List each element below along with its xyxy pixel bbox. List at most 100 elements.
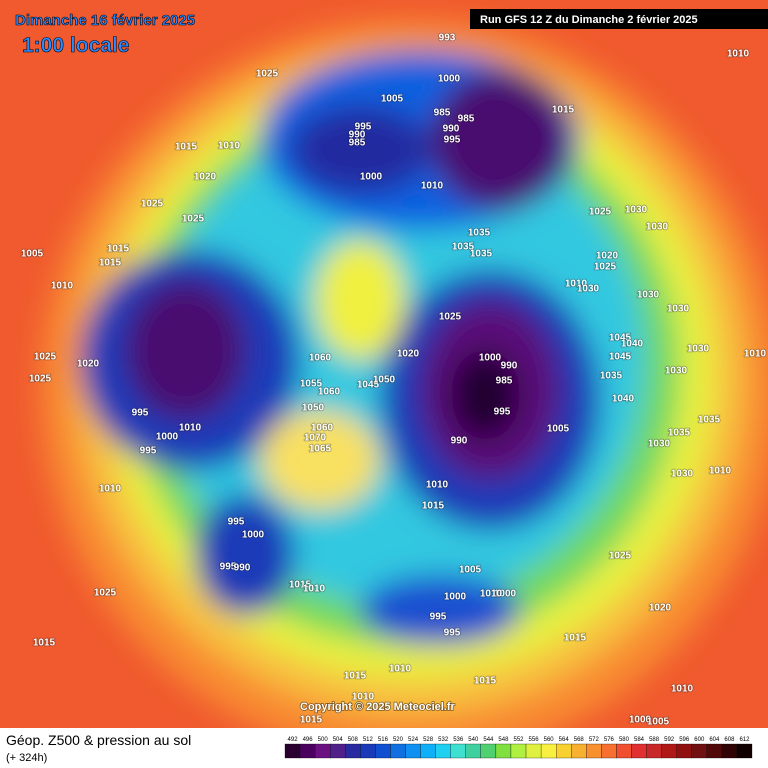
pressure-label: 1025 bbox=[29, 374, 52, 385]
pressure-label: 1025 bbox=[34, 352, 57, 363]
scale-swatch bbox=[465, 743, 481, 759]
scale-label: 548 bbox=[498, 737, 509, 743]
scale-label: 496 bbox=[303, 737, 314, 743]
pressure-label: 1000 bbox=[629, 715, 652, 726]
pressure-label: 1010 bbox=[389, 664, 412, 675]
scale-swatch bbox=[736, 743, 753, 759]
scale-label: 556 bbox=[529, 737, 540, 743]
pressure-label: 1020 bbox=[596, 251, 619, 262]
pressure-label: 990 bbox=[443, 124, 460, 135]
scale-swatch bbox=[661, 743, 677, 759]
pressure-label: 1030 bbox=[648, 439, 671, 450]
pressure-label: 1055 bbox=[300, 379, 323, 390]
pressure-label: 1005 bbox=[381, 94, 404, 105]
pressure-label: 1015 bbox=[300, 715, 323, 726]
pressure-label: 990 bbox=[234, 563, 251, 574]
pressure-label: 1050 bbox=[373, 375, 396, 386]
pressure-label: 1010 bbox=[744, 349, 767, 360]
pressure-label: 1010 bbox=[303, 584, 326, 595]
scale-swatch bbox=[616, 743, 632, 759]
scale-label: 552 bbox=[513, 737, 524, 743]
scale-label: 512 bbox=[363, 737, 374, 743]
scale-label: 568 bbox=[574, 737, 585, 743]
map-time: 1:00 locale bbox=[22, 34, 129, 57]
pressure-label: 1020 bbox=[194, 172, 217, 183]
pressure-label: 985 bbox=[496, 376, 513, 387]
scale-swatch bbox=[646, 743, 662, 759]
scale-label: 572 bbox=[589, 737, 600, 743]
scale-label: 508 bbox=[348, 737, 359, 743]
pressure-label: 1000 bbox=[156, 432, 179, 443]
pressure-label: 1020 bbox=[397, 349, 420, 360]
pressure-label: 993 bbox=[439, 33, 456, 44]
pressure-label: 1015 bbox=[289, 580, 312, 591]
pressure-label: 1025 bbox=[182, 214, 205, 225]
pressure-label: 1010 bbox=[426, 480, 449, 491]
scale-swatch bbox=[480, 743, 497, 759]
scale-label: 524 bbox=[408, 737, 419, 743]
pressure-label: 1050 bbox=[302, 403, 325, 414]
pressure-label: 1005 bbox=[647, 717, 670, 728]
scale-label: 612 bbox=[739, 737, 750, 743]
pressure-label: 990 bbox=[349, 130, 366, 141]
run-banner bbox=[470, 9, 768, 29]
pressure-label: 1030 bbox=[625, 205, 648, 216]
pressure-label: 1005 bbox=[547, 424, 570, 435]
pressure-label: 1010 bbox=[709, 466, 732, 477]
pressure-label: 995 bbox=[494, 407, 511, 418]
pressure-label: 1010 bbox=[727, 49, 750, 60]
pressure-label: 1020 bbox=[649, 603, 672, 614]
pressure-label: 990 bbox=[501, 361, 518, 372]
scale-label: 520 bbox=[393, 737, 404, 743]
scale-swatch bbox=[601, 743, 617, 759]
pressure-label: 1015 bbox=[99, 258, 122, 269]
pressure-label: 1010 bbox=[671, 684, 694, 695]
pressure-label: 1015 bbox=[552, 105, 575, 116]
pressure-label: 1040 bbox=[612, 394, 635, 405]
scale-swatch bbox=[706, 743, 723, 759]
pressure-label: 1010 bbox=[565, 279, 588, 290]
scale-label: 580 bbox=[619, 737, 630, 743]
scale-swatch bbox=[586, 743, 602, 759]
pressure-label: 1030 bbox=[646, 222, 669, 233]
scale-label: 528 bbox=[423, 737, 434, 743]
pressure-label: 1010 bbox=[480, 589, 503, 600]
pressure-label: 1070 bbox=[304, 433, 327, 444]
pressure-label: 995 bbox=[220, 562, 237, 573]
pressure-label: 1010 bbox=[179, 423, 202, 434]
scale-swatch bbox=[375, 743, 391, 759]
pressure-label: 985 bbox=[434, 108, 451, 119]
scale-label: 500 bbox=[318, 737, 329, 743]
scale-swatch bbox=[450, 743, 466, 759]
color-scale: 492 496 500 504 508 512 516 520 524 528 532 536 540 5… bbox=[284, 737, 753, 759]
pressure-label: 1015 bbox=[474, 676, 497, 687]
scale-swatch bbox=[345, 743, 361, 759]
scale-swatch bbox=[540, 743, 557, 759]
scale-swatch bbox=[405, 743, 421, 759]
pressure-label: 995 bbox=[228, 517, 245, 528]
pressure-label: 1030 bbox=[667, 304, 690, 315]
scale-swatch bbox=[435, 743, 451, 759]
pressure-label: 1030 bbox=[637, 290, 660, 301]
pressure-label: 1060 bbox=[309, 353, 332, 364]
pressure-label: 1035 bbox=[668, 428, 691, 439]
scale-swatch bbox=[525, 743, 542, 759]
scale-label: 540 bbox=[468, 737, 479, 743]
pressure-label: 1010 bbox=[99, 484, 122, 495]
pressure-label: 1045 bbox=[609, 352, 632, 363]
pressure-label: 1000 bbox=[242, 530, 265, 541]
pressure-label: 1035 bbox=[452, 242, 475, 253]
scale-swatch bbox=[495, 743, 512, 759]
pressure-label: 1010 bbox=[218, 141, 241, 152]
pressure-label: 1015 bbox=[175, 142, 198, 153]
pressure-label: 1065 bbox=[309, 444, 332, 455]
legend-title: Géop. Z500 & pression au sol bbox=[6, 732, 191, 748]
pressure-label: 1010 bbox=[352, 692, 375, 703]
pressure-label: 1015 bbox=[107, 244, 130, 255]
pressure-label: 1025 bbox=[94, 588, 117, 599]
pressure-label: 1000 bbox=[438, 74, 461, 85]
pressure-label: 1030 bbox=[687, 344, 710, 355]
scale-swatch bbox=[691, 743, 707, 759]
pressure-label: 1025 bbox=[589, 207, 612, 218]
